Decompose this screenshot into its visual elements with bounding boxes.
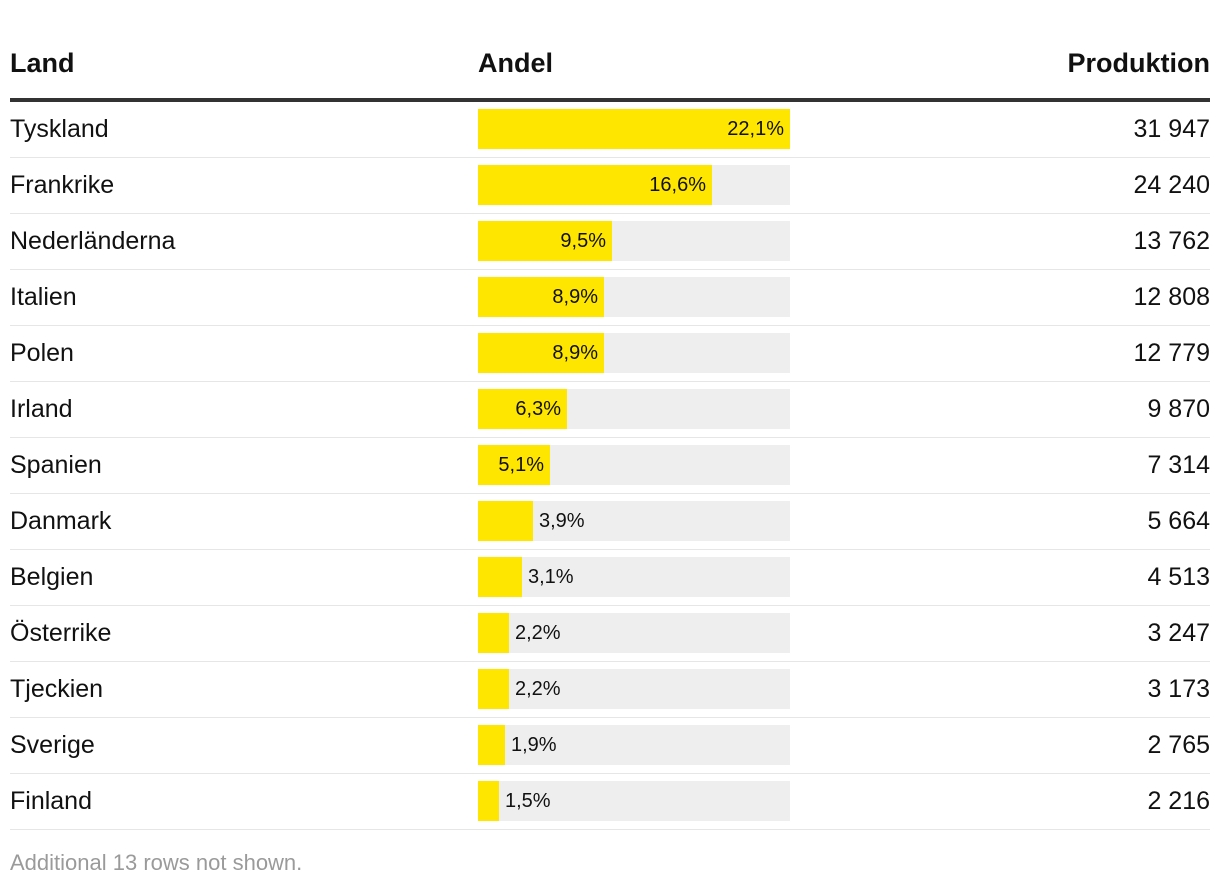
cell-produktion: 13 762	[1133, 227, 1210, 255]
cell-land: Danmark	[10, 507, 112, 535]
andel-label: 1,5%	[505, 790, 551, 812]
table-row: Nederländerna 9,5% 13 762	[10, 214, 1210, 270]
cell-produktion: 12 808	[1133, 283, 1210, 311]
andel-bar-track: 22,1%	[478, 109, 790, 149]
cell-produktion: 3 173	[1147, 675, 1210, 703]
andel-bar-track: 2,2%	[478, 669, 790, 709]
andel-bar-track: 16,6%	[478, 165, 790, 205]
andel-bar	[478, 613, 509, 653]
table-row: Belgien 3,1% 4 513	[10, 550, 1210, 606]
cell-land: Frankrike	[10, 171, 115, 199]
andel-label: 2,2%	[515, 622, 561, 644]
table-row: Tyskland 22,1% 31 947	[10, 102, 1210, 158]
table-row: Österrike 2,2% 3 247	[10, 606, 1210, 662]
andel-bar	[478, 781, 499, 821]
andel-bar-track: 1,5%	[478, 781, 790, 821]
andel-bar-track: 1,9%	[478, 725, 790, 765]
andel-bar-track: 6,3%	[478, 389, 790, 429]
andel-bar	[478, 109, 790, 149]
cell-produktion: 4 513	[1147, 563, 1210, 591]
column-header-andel[interactable]: Andel	[478, 48, 554, 78]
table-row: Tjeckien 2,2% 3 173	[10, 662, 1210, 718]
andel-bar-track: 3,9%	[478, 501, 790, 541]
footer-note: Additional 13 rows not shown.	[10, 850, 303, 875]
andel-label: 16,6%	[649, 174, 706, 196]
andel-label: 1,9%	[511, 734, 557, 756]
table-row: Frankrike 16,6% 24 240	[10, 158, 1210, 214]
cell-produktion: 7 314	[1147, 451, 1210, 479]
andel-label: 2,2%	[515, 678, 561, 700]
cell-land: Irland	[10, 395, 73, 423]
andel-label: 6,3%	[515, 398, 561, 420]
cell-produktion: 12 779	[1133, 339, 1210, 367]
cell-produktion: 9 870	[1147, 395, 1210, 423]
cell-land: Belgien	[10, 563, 94, 591]
table-row: Irland 6,3% 9 870	[10, 382, 1210, 438]
table-header: Land Andel Produktion	[10, 0, 1210, 102]
cell-land: Finland	[10, 787, 92, 815]
column-header-produktion[interactable]: Produktion	[1067, 48, 1211, 78]
cell-produktion: 31 947	[1133, 115, 1210, 143]
andel-bar-track: 5,1%	[478, 445, 790, 485]
andel-bar-track: 3,1%	[478, 557, 790, 597]
cell-produktion: 24 240	[1133, 171, 1210, 199]
andel-bar	[478, 277, 604, 317]
cell-produktion: 2 216	[1147, 787, 1210, 815]
cell-land: Österrike	[10, 619, 112, 647]
cell-land: Tyskland	[10, 115, 109, 143]
andel-label: 3,9%	[539, 510, 585, 532]
andel-bar	[478, 165, 712, 205]
cell-land: Tjeckien	[10, 675, 104, 703]
andel-bar-track: 9,5%	[478, 221, 790, 261]
table-row: Polen 8,9% 12 779	[10, 326, 1210, 382]
cell-land: Polen	[10, 339, 74, 367]
andel-label: 9,5%	[560, 230, 606, 252]
cell-land: Sverige	[10, 731, 95, 759]
cell-produktion: 2 765	[1147, 731, 1210, 759]
andel-bar-track: 8,9%	[478, 333, 790, 373]
data-table: Land Andel Produktion Tyskland 22,1% 31 94…	[10, 0, 1210, 830]
andel-bar	[478, 221, 612, 261]
andel-bar-track: 2,2%	[478, 613, 790, 653]
table-row: Danmark 3,9% 5 664	[10, 494, 1210, 550]
table-body: Tyskland 22,1% 31 947 Frankrike 16,6% 24 240 N…	[10, 102, 1210, 830]
cell-produktion: 5 664	[1147, 507, 1210, 535]
table-row: Sverige 1,9% 2 765	[10, 718, 1210, 774]
andel-label: 5,1%	[498, 454, 544, 476]
column-header-land[interactable]: Land	[10, 48, 75, 78]
cell-land: Nederländerna	[10, 227, 176, 255]
table-row: Italien 8,9% 12 808	[10, 270, 1210, 326]
table-row: Finland 1,5% 2 216	[10, 774, 1210, 830]
andel-bar	[478, 333, 604, 373]
andel-bar-track: 8,9%	[478, 277, 790, 317]
andel-label: 22,1%	[727, 118, 784, 140]
andel-label: 8,9%	[552, 342, 598, 364]
andel-bar	[478, 445, 550, 485]
andel-bar	[478, 669, 509, 709]
cell-land: Spanien	[10, 451, 102, 479]
cell-land: Italien	[10, 283, 77, 311]
andel-bar	[478, 501, 533, 541]
andel-label: 8,9%	[552, 286, 598, 308]
table-row: Spanien 5,1% 7 314	[10, 438, 1210, 494]
andel-bar	[478, 389, 567, 429]
andel-bar	[478, 557, 522, 597]
andel-label: 3,1%	[528, 566, 574, 588]
cell-produktion: 3 247	[1147, 619, 1210, 647]
andel-bar	[478, 725, 505, 765]
